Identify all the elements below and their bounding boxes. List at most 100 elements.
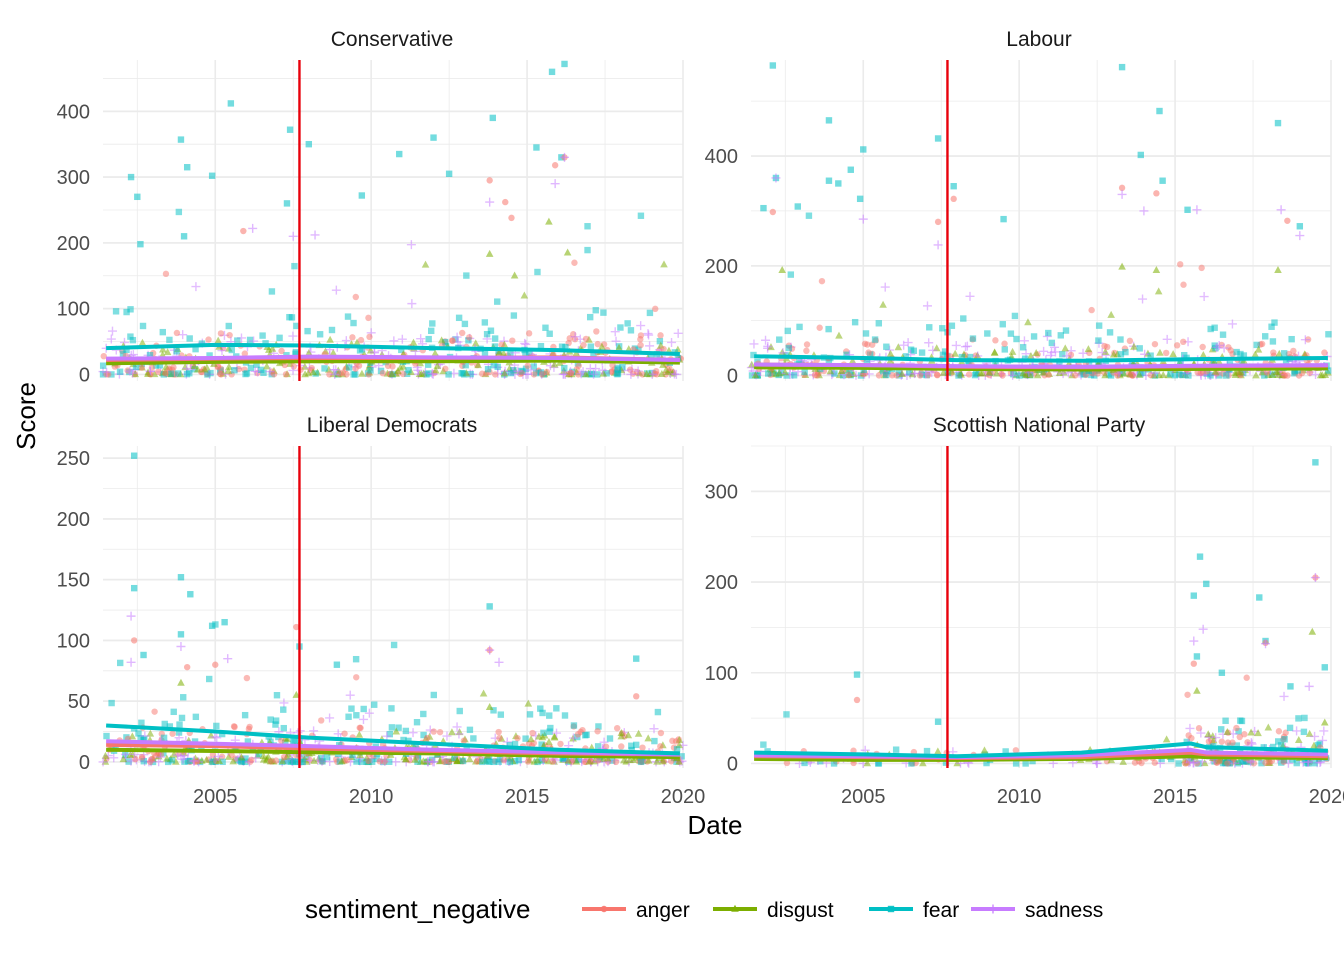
- data-point: [972, 370, 980, 377]
- data-point: [228, 346, 235, 354]
- data-point: [350, 371, 357, 378]
- data-point: [1237, 368, 1245, 376]
- data-point: [102, 367, 112, 377]
- data-point: [429, 320, 436, 327]
- data-point: [507, 350, 514, 357]
- outlier-point-sadness: [1192, 205, 1202, 215]
- data-point: [1233, 742, 1241, 749]
- outlier-point-fear: [950, 183, 957, 190]
- data-point: [138, 719, 145, 726]
- data-point: [1151, 340, 1159, 348]
- data-point: [99, 371, 107, 378]
- data-point: [1022, 760, 1029, 767]
- data-point: [460, 737, 468, 744]
- data-point: [127, 333, 134, 340]
- outlier-point-sadness: [310, 230, 320, 240]
- data-point: [918, 349, 926, 356]
- panel-labour: 0 200 400 Labour: [705, 28, 1332, 388]
- panel-title: Liberal Democrats: [307, 414, 477, 437]
- data-point: [144, 369, 152, 377]
- data-point: [1225, 344, 1232, 351]
- data-point: [1007, 330, 1015, 337]
- data-point: [496, 734, 503, 742]
- data-point: [1062, 327, 1070, 334]
- data-point: [175, 729, 183, 736]
- data-point: [302, 753, 309, 761]
- data-point: [1240, 352, 1248, 359]
- data-point: [951, 349, 959, 357]
- data-point: [1229, 739, 1236, 746]
- data-point: [656, 337, 664, 345]
- data-point: [550, 360, 559, 368]
- outlier-points: [760, 62, 1305, 273]
- data-point: [864, 341, 871, 348]
- data-point: [291, 262, 298, 270]
- data-point: [627, 327, 635, 334]
- outlier-points: [853, 459, 1329, 726]
- data-point: [452, 336, 459, 343]
- data-point: [175, 208, 183, 216]
- data-point: [392, 727, 401, 735]
- data-point: [279, 698, 289, 708]
- y-tick-label: 200: [57, 233, 90, 255]
- data-point: [1030, 333, 1038, 340]
- data-point: [276, 334, 283, 342]
- data-point: [369, 347, 379, 357]
- data-point: [910, 369, 920, 379]
- data-point: [384, 362, 392, 370]
- data-point: [763, 341, 773, 351]
- data-point: [1300, 728, 1308, 736]
- data-point: [934, 747, 942, 755]
- data-point: [406, 240, 416, 250]
- outlier-point-fear: [1287, 683, 1294, 690]
- data-point: [416, 334, 426, 344]
- data-point: [801, 759, 808, 767]
- data-point: [1097, 348, 1107, 358]
- data-point: [1215, 357, 1223, 365]
- outlier-point-disgust: [1320, 718, 1329, 726]
- data-point: [1321, 370, 1330, 378]
- data-point: [862, 330, 870, 337]
- data-point: [178, 714, 186, 722]
- data-point: [189, 756, 199, 766]
- legend-item-disgust: disgust: [713, 899, 834, 922]
- data-point: [282, 371, 290, 378]
- data-point: [537, 342, 545, 350]
- data-point: [288, 314, 296, 321]
- data-point: [599, 369, 608, 377]
- data-point: [326, 371, 333, 378]
- y-tick-label: 0: [79, 364, 90, 386]
- outlier-point-anger: [183, 663, 191, 671]
- data-point: [436, 728, 444, 736]
- data-point: [413, 719, 421, 726]
- data-point: [170, 708, 177, 716]
- data-point: [246, 723, 253, 731]
- y-tick-label: 300: [57, 167, 90, 189]
- data-point: [1233, 724, 1240, 732]
- gridlines: [751, 60, 1332, 381]
- data-point: [845, 371, 852, 379]
- point-cloud: [746, 212, 1332, 381]
- trend-line-sadness: [106, 739, 680, 757]
- outlier-point-sadness: [1261, 639, 1271, 649]
- data-point: [939, 325, 946, 332]
- data-point: [546, 728, 553, 735]
- data-point: [1319, 726, 1329, 736]
- outlier-point-fear: [187, 591, 194, 598]
- data-point: [407, 299, 417, 309]
- data-point: [879, 300, 887, 308]
- data-point: [660, 345, 667, 353]
- data-point: [1119, 757, 1127, 765]
- data-point: [169, 730, 176, 737]
- data-point: [492, 371, 499, 378]
- data-point: [673, 746, 681, 753]
- trend-line-sadness: [754, 362, 1328, 369]
- data-point: [835, 331, 843, 339]
- data-point: [525, 348, 533, 356]
- outlier-point-fear: [825, 177, 833, 184]
- data-point: [343, 371, 350, 378]
- data-point: [1223, 728, 1232, 736]
- data-point: [561, 712, 569, 719]
- data-point: [976, 369, 985, 377]
- data-point: [379, 370, 387, 377]
